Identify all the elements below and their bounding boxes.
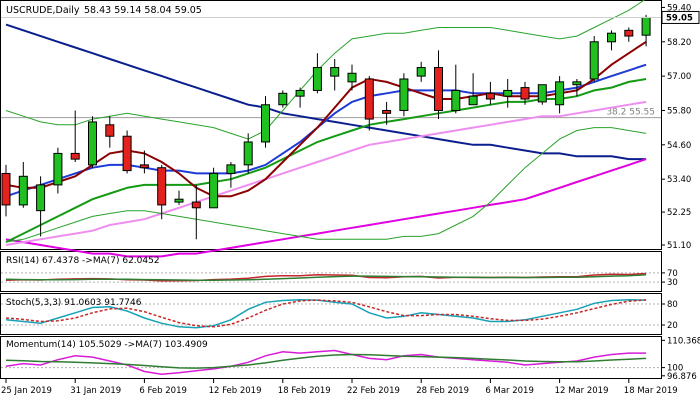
candle-body (364, 78, 374, 120)
overlay-bb-upper (5, 0, 646, 140)
momentum-pane (0, 336, 662, 379)
candle-body (451, 89, 461, 111)
stoch-series-stoch-k (5, 299, 647, 329)
candle-body (1, 172, 11, 206)
candle-body (641, 16, 651, 36)
last-price-value: 59.05 (666, 13, 693, 23)
candle-body (278, 92, 288, 106)
rsi-plot-layer (1, 272, 661, 283)
momentum-tick-label: 100 (667, 364, 683, 374)
price-tick-label: 53.40 (667, 175, 691, 185)
candle-body (70, 152, 80, 160)
rsi-tick-label: 70 (667, 269, 678, 279)
candle-body (157, 167, 167, 206)
x-tick-label: 12 Feb 2019 (209, 386, 262, 396)
price-tick-label: 51.10 (667, 241, 691, 251)
x-tick-label: 18 Feb 2019 (278, 386, 331, 396)
momentum-label: Momentum(14) 105.5029 ->MA(7) 103.4909 (6, 340, 208, 350)
x-tick-label: 28 Feb 2019 (416, 386, 469, 396)
candle-body (520, 87, 530, 100)
candle-body (347, 72, 357, 83)
price-tick-label: 58.20 (667, 38, 691, 48)
x-tick-label: 18 Mar 2019 (624, 386, 678, 396)
x-tick-label: 6 Mar 2019 (485, 386, 533, 396)
candle-body (572, 81, 582, 86)
fib-level-label: 38.2 55.55 (606, 108, 655, 118)
candle-body (122, 135, 132, 172)
overlay-magenta-ma (5, 158, 647, 258)
rsi-label: RSI(14) 67.4378 ->MA(7) 62.0452 (6, 256, 160, 266)
candle-body (624, 29, 634, 37)
candle-body (226, 164, 236, 174)
candle-body (607, 32, 616, 43)
last-price-badge (661, 10, 700, 24)
candle-body (261, 104, 270, 143)
candle-body (382, 109, 392, 114)
stoch-tick-label: 20 (667, 321, 678, 331)
price-pane (0, 0, 662, 250)
momentum-tick-label: 110.368 (667, 336, 700, 346)
candle-body (416, 67, 426, 77)
candle-body (399, 78, 409, 111)
candle-body (88, 121, 97, 166)
momentum-series-momentum-ma (5, 353, 647, 369)
price-tick-label: 55.80 (667, 106, 691, 116)
x-tick-label: 12 Mar 2019 (555, 386, 609, 396)
candle-body (191, 201, 201, 209)
price-tick-label: 52.25 (667, 208, 691, 218)
candle-body (105, 124, 115, 137)
candle-body (537, 84, 547, 103)
candle-body (18, 175, 28, 206)
candle-body (434, 67, 443, 111)
axes-layer: 59.40 58.20 57.00 55.80 54.60 53.40 52.25 51.10… (1, 3, 700, 396)
price-plot-layer: 38.2 55.55 (1, 0, 661, 258)
overlay-bb-lower (5, 127, 647, 243)
candle-body (243, 141, 253, 166)
rsi-series-rsi-ma (5, 273, 647, 282)
x-tick-label: 6 Feb 2019 (139, 386, 187, 396)
price-tick-label: 57.00 (667, 72, 691, 82)
stoch-plot-layer (1, 299, 661, 329)
rsi-pane (0, 251, 662, 292)
overlay-violet-ma (5, 100, 647, 246)
candle-body (209, 172, 219, 209)
candle-body (330, 67, 340, 77)
stoch-tick-label: 80 (667, 300, 678, 310)
candle-body (503, 89, 513, 97)
candle-body (555, 81, 565, 106)
candle-body (589, 41, 599, 80)
price-tick-label: 54.60 (667, 141, 691, 151)
symbol-label: USCRUDE,Daily (6, 5, 80, 16)
momentum-plot-layer (1, 349, 661, 375)
candle-body (295, 89, 305, 97)
candle-body (485, 92, 495, 100)
candle-body (174, 198, 184, 203)
stoch-label: Stoch(5,3,3) 91.0603 91.7746 (6, 298, 142, 308)
candle-body (53, 152, 63, 186)
rsi-tick-label: 30 (667, 278, 678, 288)
candle-body (36, 184, 46, 212)
x-tick-label: 31 Jan 2019 (70, 386, 121, 396)
candle-body (468, 95, 478, 106)
price-tick-label: 59.40 (667, 3, 691, 13)
x-tick-label: 25 Jan 2019 (1, 386, 52, 396)
momentum-tick-label: 96.876 (667, 372, 697, 382)
candle-body (139, 164, 149, 169)
ohlc-label: 58.43 59.14 58.04 59.05 (84, 5, 202, 16)
candle-body (312, 67, 322, 91)
x-tick-label: 22 Feb 2019 (347, 386, 400, 396)
momentum-series-momentum (5, 349, 647, 375)
